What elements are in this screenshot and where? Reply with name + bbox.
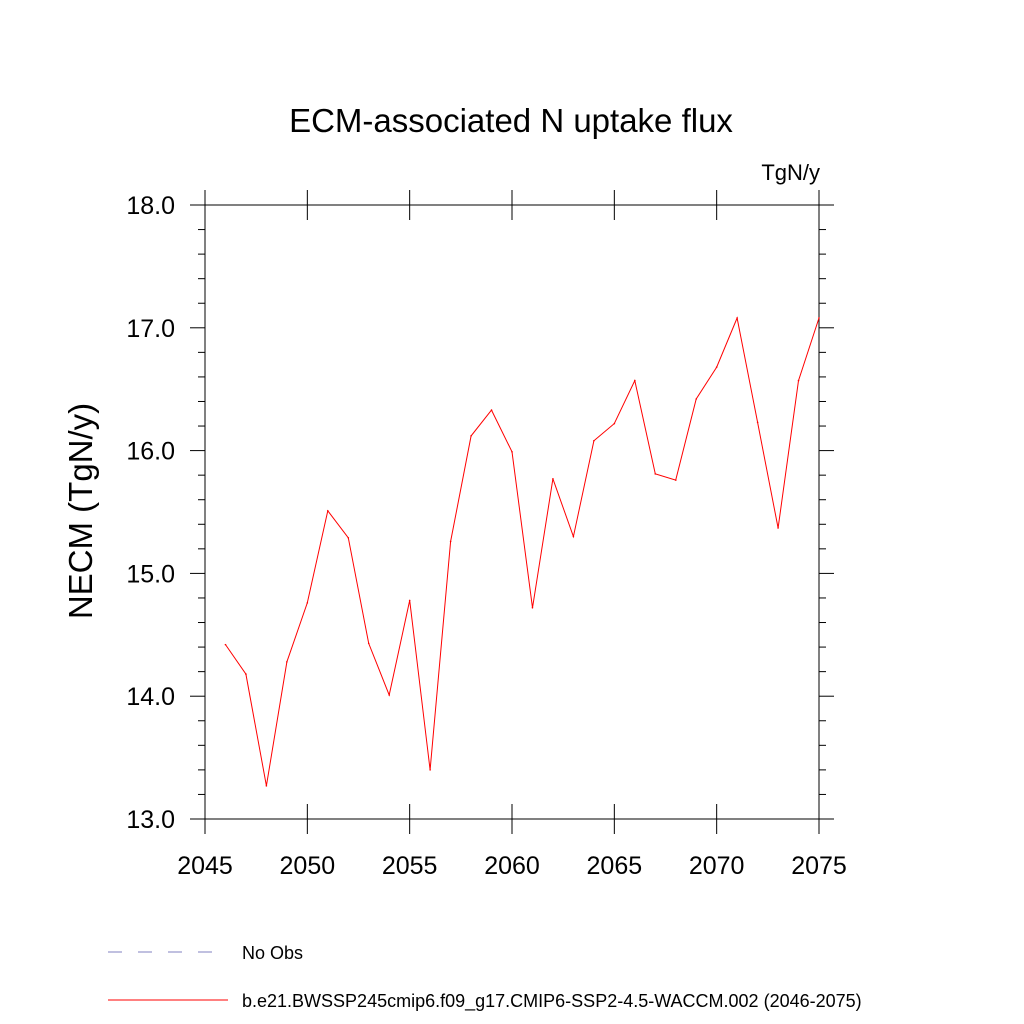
x-tick-label: 2075 <box>791 852 847 880</box>
data-point <box>818 317 820 319</box>
x-tick-label: 2065 <box>587 852 643 880</box>
data-point <box>429 769 431 771</box>
legend-label: No Obs <box>242 943 303 963</box>
y-tick-label: 16.0 <box>126 438 175 466</box>
data-point <box>306 602 309 604</box>
legend-label: b.e21.BWSSP245cmip6.f09_g17.CMIP6-SSP2-4… <box>242 991 862 1012</box>
axis-ticks <box>190 190 834 834</box>
y-axis-label: NECM (TgN/y) <box>62 403 99 619</box>
data-point <box>367 642 370 645</box>
data-point <box>286 661 288 663</box>
x-tick-label: 2060 <box>484 852 540 880</box>
data-point <box>674 479 677 481</box>
series-line <box>225 316 820 786</box>
data-point <box>695 398 697 400</box>
data-point <box>552 478 554 480</box>
legend: No Obs b.e21.BWSSP245cmip6.f09_g17.CMIP6-… <box>108 943 862 1012</box>
data-point <box>654 473 657 475</box>
data-point <box>470 435 472 437</box>
data-point <box>449 540 452 543</box>
y-tick-label: 13.0 <box>126 806 175 834</box>
data-point <box>613 422 616 425</box>
x-tick-label: 2045 <box>177 852 233 880</box>
y-tick-label: 14.0 <box>126 683 175 711</box>
data-point <box>593 439 595 442</box>
data-point <box>736 317 738 319</box>
y-tick-label: 18.0 <box>126 192 175 220</box>
axis-tick-labels: 2045 2050 2055 2060 2065 2070 2075 13.0 14.0 15.0… <box>126 192 846 880</box>
data-point <box>797 379 800 382</box>
data-point <box>777 527 779 529</box>
series-layer <box>224 316 820 787</box>
data-point <box>388 694 391 696</box>
data-point <box>265 785 268 787</box>
data-point <box>490 409 493 411</box>
x-tick-label: 2070 <box>689 852 745 880</box>
chart-title: ECM-associated N uptake flux <box>289 102 733 139</box>
x-tick-label: 2055 <box>382 852 438 880</box>
data-point <box>572 535 575 538</box>
x-tick-label: 2050 <box>280 852 336 880</box>
data-point <box>327 509 329 512</box>
plot-frame <box>204 204 820 820</box>
data-point <box>347 536 350 539</box>
units-label: TgN/y <box>761 160 820 185</box>
y-tick-label: 15.0 <box>126 560 175 588</box>
data-point <box>531 606 534 609</box>
y-tick-label: 17.0 <box>126 315 175 343</box>
data-point <box>245 673 247 675</box>
data-point <box>408 599 411 602</box>
data-point <box>715 366 718 368</box>
data-point <box>634 379 636 382</box>
data-point <box>224 643 227 646</box>
data-point <box>756 421 759 424</box>
data-point <box>511 451 513 453</box>
